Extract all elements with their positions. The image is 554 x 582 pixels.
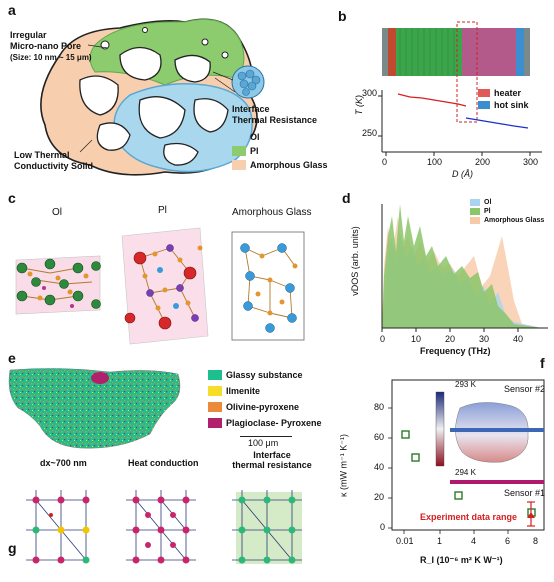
- f-ytick-60: 60: [374, 432, 385, 442]
- panel-d-label: d: [342, 190, 351, 206]
- f-y-title: κ (mW m⁻¹ K⁻¹): [338, 434, 349, 497]
- d-y-title: vDOS (arb. units): [349, 226, 360, 296]
- d-legend-pl: Pl: [470, 208, 491, 215]
- solid-label: Low Thermal Conductivity Solid: [14, 150, 94, 171]
- panel-c-crystal-structures: [15, 227, 305, 345]
- f-xtick-001: 0.01: [396, 536, 414, 546]
- c-title-pl: Pl: [158, 205, 167, 216]
- f-sensor-1-label: Sensor #1: [504, 488, 546, 498]
- ol-crystal: [15, 255, 101, 315]
- legend-ol: Ol: [232, 132, 260, 142]
- b-xtick-0: 0: [382, 157, 388, 167]
- line-sink-side: [465, 117, 529, 129]
- f-colorbar-bottom: 294 K: [455, 468, 476, 477]
- c-title-glass: Amorphous Glass: [232, 207, 312, 218]
- d-x-title: Frequency (THz): [420, 346, 491, 356]
- f-ytick-40: 40: [374, 462, 385, 472]
- sink-region: [516, 28, 524, 76]
- b-x-title: D (Å): [452, 169, 473, 179]
- f-colorbar: [435, 391, 445, 467]
- d-xtick-0: 0: [380, 334, 386, 344]
- b-ytick-250: 250: [362, 128, 378, 138]
- f-xtick-4: 4: [471, 536, 477, 546]
- g-label-heat: Heat conduction: [128, 458, 199, 468]
- panel-a-pore-diagram: [40, 18, 265, 176]
- panel-b-label: b: [338, 8, 347, 24]
- g-label-interface: Interface thermal resistance: [232, 450, 312, 470]
- g-lattice-2: [126, 490, 196, 564]
- b-xtick-200: 200: [475, 157, 491, 167]
- g-label-dx: dx~700 nm: [40, 458, 87, 468]
- f-point-3: [454, 491, 463, 500]
- phase-ol-slab: [396, 28, 462, 76]
- legend-pl: Pl: [232, 146, 259, 156]
- f-x-title: R_I (10⁻⁶ m² K W⁻¹): [420, 555, 503, 565]
- panel-g-label: g: [8, 540, 17, 556]
- g-lattice-1: [26, 490, 90, 564]
- f-sensor-2-bar: [450, 428, 544, 432]
- d-xtick-40: 40: [513, 334, 524, 344]
- panel-e-label: e: [8, 350, 16, 366]
- f-sample: [455, 402, 529, 463]
- glass-structure: [231, 231, 305, 341]
- interface-box: [456, 21, 478, 123]
- panel-c-label: c: [8, 190, 16, 206]
- e-scalebar-label: 100 μm: [248, 438, 279, 448]
- f-ytick-20: 20: [374, 492, 385, 502]
- d-xtick-10: 10: [411, 334, 422, 344]
- pore-label: Irregular Micro-nano Pore (Size: 10 nm ~…: [10, 30, 92, 62]
- pl-area: [382, 204, 542, 328]
- f-ytick-80: 80: [374, 402, 385, 412]
- legend-glass: Amorphous Glass: [232, 160, 328, 170]
- f-xtick-1: 1: [437, 536, 443, 546]
- f-xtick-8: 8: [533, 536, 539, 546]
- heater-region: [388, 28, 396, 76]
- d-legend-ol: Ol: [470, 199, 491, 206]
- e-legend-olivine: Olivine-pyroxene: [208, 402, 299, 412]
- pl-crystal: [121, 227, 209, 345]
- f-xtick-6: 6: [505, 536, 511, 546]
- f-point-1: [401, 430, 410, 439]
- b-xtick-100: 100: [427, 157, 443, 167]
- phase-pl-slab: [462, 28, 516, 76]
- b-y-title: T (K): [354, 95, 364, 115]
- b-xtick-300: 300: [523, 157, 539, 167]
- f-sensor-2-label: Sensor #2: [504, 384, 546, 394]
- panel-f-label: f: [540, 355, 545, 371]
- b-ytick-300: 300: [362, 88, 378, 98]
- interface-label: Interface Thermal Resistance: [232, 104, 318, 125]
- panel-f-kappa-plot: [388, 379, 545, 534]
- f-frame: [391, 379, 545, 531]
- d-legend-glass: Amorphous Glass: [470, 217, 544, 224]
- e-scalebar: [240, 436, 292, 437]
- d-xtick-30: 30: [479, 334, 490, 344]
- f-sensor-1-bar: [450, 480, 544, 484]
- e-legend-ilmenite: Ilmenite: [208, 386, 260, 396]
- d-xtick-20: 20: [445, 334, 456, 344]
- f-experiment-label: Experiment data range: [420, 512, 518, 522]
- slab-edge-right: [524, 28, 530, 76]
- f-point-2: [411, 453, 420, 462]
- line-heater-side: [397, 93, 467, 107]
- panel-d-vdos-plot: [381, 204, 548, 332]
- b-legend-sink: hot sink: [478, 100, 529, 110]
- panel-g-lattice: [26, 490, 302, 564]
- e-legend-plagioclase: Plagioclase- Pyroxene: [208, 418, 322, 428]
- b-legend-heater: heater: [478, 88, 521, 98]
- panel-b-thermal-plot: [378, 21, 542, 156]
- g-lattice-3: [232, 490, 302, 564]
- f-colorbar-top: 293 K: [455, 380, 476, 389]
- panel-e-phase-map: [8, 368, 181, 449]
- panel-a-label: a: [8, 2, 16, 18]
- e-legend-glassy: Glassy substance: [208, 370, 303, 380]
- slab-edge-left: [382, 28, 388, 76]
- f-ytick-0: 0: [380, 522, 386, 532]
- c-title-ol: Ol: [52, 207, 62, 218]
